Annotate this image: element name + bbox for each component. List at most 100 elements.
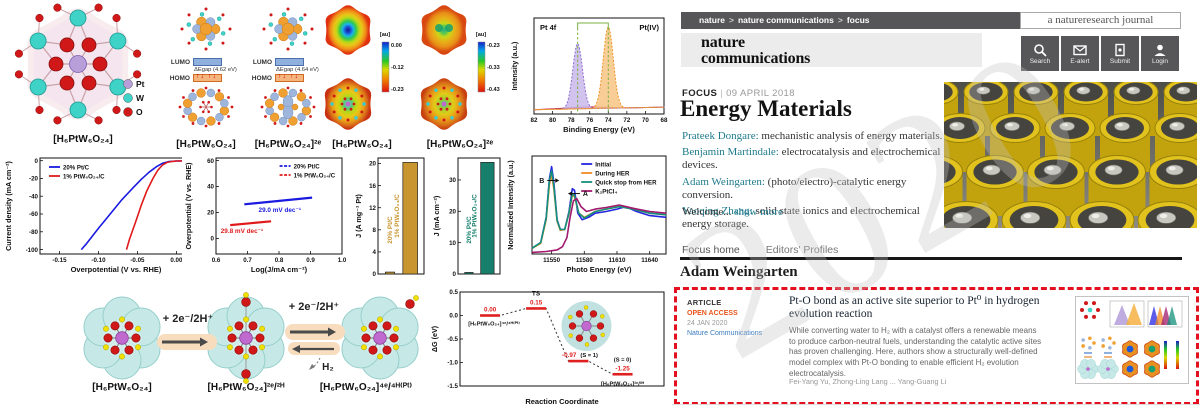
scheme-label-3: [H₆PtW₆O₂₄]⁴ᵉ/⁴ᴴ⁽ᴾᵗ⁾ <box>319 382 413 393</box>
chart-text: TS <box>532 290 541 297</box>
chart-text: [au] <box>476 32 486 38</box>
login-button[interactable]: Login <box>1141 36 1179 71</box>
welcome-text: Welcome... <box>682 206 732 218</box>
chart-text: 30 <box>449 177 456 184</box>
editor-description: solid state ionics and electrochemical e… <box>682 205 920 231</box>
chart-text: J (mA cm⁻²) <box>432 195 441 236</box>
chart-text: 0.15 <box>530 299 543 306</box>
chart-text: (S = 1) <box>580 353 598 359</box>
article-thumbnail[interactable] <box>1075 296 1189 384</box>
chart-text: 10 <box>449 240 456 247</box>
chart-text: 1% PtW₆O₂₄/C <box>294 172 336 179</box>
chart-text: 20% Pt/C <box>387 216 394 244</box>
homo-label: HOMO <box>251 74 272 82</box>
article-type: ARTICLE <box>687 298 722 307</box>
chart-text: 0 <box>373 271 377 278</box>
chart-text: Log(J/mA cm⁻²) <box>251 265 308 274</box>
editor-description: electrocatalysis and electrochemical dev… <box>682 146 941 172</box>
editor-profile-link[interactable]: Adam Weingarten: <box>682 175 765 188</box>
breadcrumb-item-nature-communications[interactable]: nature communications <box>737 15 834 25</box>
editor-profile-link[interactable]: Prateek Dongare: <box>682 130 759 142</box>
chart-text: 20% Pt/C <box>294 163 321 170</box>
esp-map-2: [au]-0.23 -0.33 -0.43 <box>420 5 500 130</box>
document-icon <box>1113 43 1127 57</box>
scheme-label-1: [H₆PtW₆O₂₄] <box>92 382 152 393</box>
electron-arrows: ↑↓ ↑↓ <box>278 72 299 80</box>
journal-logo[interactable]: nature communications <box>681 33 982 67</box>
chart-text: -1.25 <box>615 365 630 372</box>
chart-text: -1.0 <box>447 360 458 367</box>
chart-text: Reaction Coordinate <box>525 397 598 406</box>
article-journal-link[interactable]: Nature Communications <box>687 330 763 338</box>
homo-level: ↑↓ ↑↓ <box>193 73 222 82</box>
homo-level: ↑↓ ↑↓ <box>275 72 304 82</box>
chart-bar_area: 0 10 20 30 J (mA cm⁻²) 20% Pt/C 1% PtW₆O₂₄/C <box>430 150 504 284</box>
figure-panel: Pt W O [H₆PtW₆O₂₄] LUMO ΔEgap (4.62 eV) HO… <box>2 2 670 406</box>
chart-text: 20 <box>449 208 456 215</box>
focus-kicker: FOCUS <box>682 88 718 99</box>
h2-label: H₂ <box>322 362 334 373</box>
gap-label: ΔEgap (4.62 eV) <box>194 67 237 73</box>
search-button[interactable]: Search <box>1021 36 1059 71</box>
bottom-hairline <box>672 404 1200 405</box>
esp-map-1: [au]0.00 -0.12 -0.23 <box>324 5 404 130</box>
chart-text: [H₆PtW₆O₂₄]²ᵉ/²ᴴ <box>601 380 645 387</box>
chart-text: 11580 <box>576 257 593 264</box>
chart-text: -0.5 <box>447 336 458 343</box>
chart-text: -0.12 <box>391 65 404 71</box>
nav-button-label: Search <box>1029 58 1051 65</box>
chart-text: 68 <box>661 117 668 124</box>
chart-text: -0.05 <box>130 257 145 264</box>
orbital-label-2: [H₆PtW₆O₂₄]²ᵉ <box>254 139 322 150</box>
chart-text: 11610 <box>609 257 626 264</box>
chart-text: 1% PtW₆O₂₄/C <box>63 173 105 180</box>
chart-text: 8 <box>373 227 377 234</box>
polyoxometalate-structure-image: Pt W O <box>2 2 164 134</box>
lumo-label: LUMO <box>170 58 190 66</box>
chart-text: Intensity (a.u.) <box>510 41 519 90</box>
chart-text: -0.43 <box>487 87 500 93</box>
article-authors: Fei-Yang Yu, Zhong-Ling Lang ... Yang-Gu… <box>789 377 947 386</box>
chart-polarization: -0.15 -0.10 -0.05 0.00 0 -20 -40 -60 -80 -100 Over… <box>2 150 198 284</box>
chart-text: During HER <box>595 170 630 177</box>
search-icon <box>1033 43 1047 57</box>
editor-profile-link[interactable]: Yaoqing Zhang: <box>682 205 753 218</box>
kicker-divider: | <box>720 88 724 99</box>
chart-text: 82 <box>531 117 538 124</box>
reduction-step-1-label: + 2e⁻/2H⁺ <box>162 313 214 325</box>
chart-text: 4 <box>373 249 377 256</box>
tab-focus-home[interactable]: Focus home <box>682 244 740 256</box>
tab-editors-profiles[interactable]: Editors' Profiles <box>765 244 839 256</box>
chart-text: -40 <box>29 193 39 200</box>
editor-line: Prateek Dongare: mechanistic analysis of… <box>682 130 950 143</box>
chart-text: 1% PtW₆O₂₄/C <box>394 194 401 238</box>
editor-profile-link[interactable]: Benjamin Martindale: <box>682 146 779 159</box>
editor-line: Benjamin Martindale: electrocatalysis an… <box>682 146 950 172</box>
orbital-isosurface-image <box>180 7 232 51</box>
chart-text: 0.8 <box>275 257 284 264</box>
chart-text: Current density (mA cm⁻²) <box>4 161 13 251</box>
chart-text: 0.0 <box>449 313 458 320</box>
lumo-label: LUMO <box>252 58 272 66</box>
chart-text: K₂PtCl₄ <box>595 188 617 195</box>
chart-text: 1.0 <box>338 257 347 264</box>
scheme-label-2: [H₆PtW₆O₂₄]²ᵉ/²ᴴ <box>207 382 285 393</box>
chart-text: 0 <box>35 158 39 165</box>
show-more-link[interactable]: show more <box>734 206 783 218</box>
chart-text: 20% Pt/C <box>466 216 473 244</box>
chart-text: Overpotential (V vs. RHE) <box>184 162 193 250</box>
chart-text: -80 <box>29 229 39 236</box>
chart-text: 0.00 <box>170 257 183 264</box>
esp-label-2: [H₆PtW₆O₂₄]²ᵉ <box>426 139 494 150</box>
legend-swatch-Pt <box>123 79 133 89</box>
molecular-structure-graphic: Pt WO <box>14 3 145 125</box>
breadcrumb-item-focus[interactable]: focus <box>846 15 870 25</box>
chart-xanes: 11550 11580 11610 11640 Photo Energy (eV) Nor… <box>504 150 670 284</box>
mail-icon <box>1073 43 1087 57</box>
lumo-level <box>193 58 222 66</box>
e-alert-button[interactable]: E-alert <box>1061 36 1099 71</box>
article-title[interactable]: Pt-O bond as an active site superior to … <box>789 295 1040 321</box>
breadcrumb-item-nature[interactable]: nature <box>699 15 725 25</box>
chart-text: J (A mg⁻¹ Pt) <box>354 193 363 237</box>
submit-button[interactable]: Submit <box>1101 36 1139 71</box>
